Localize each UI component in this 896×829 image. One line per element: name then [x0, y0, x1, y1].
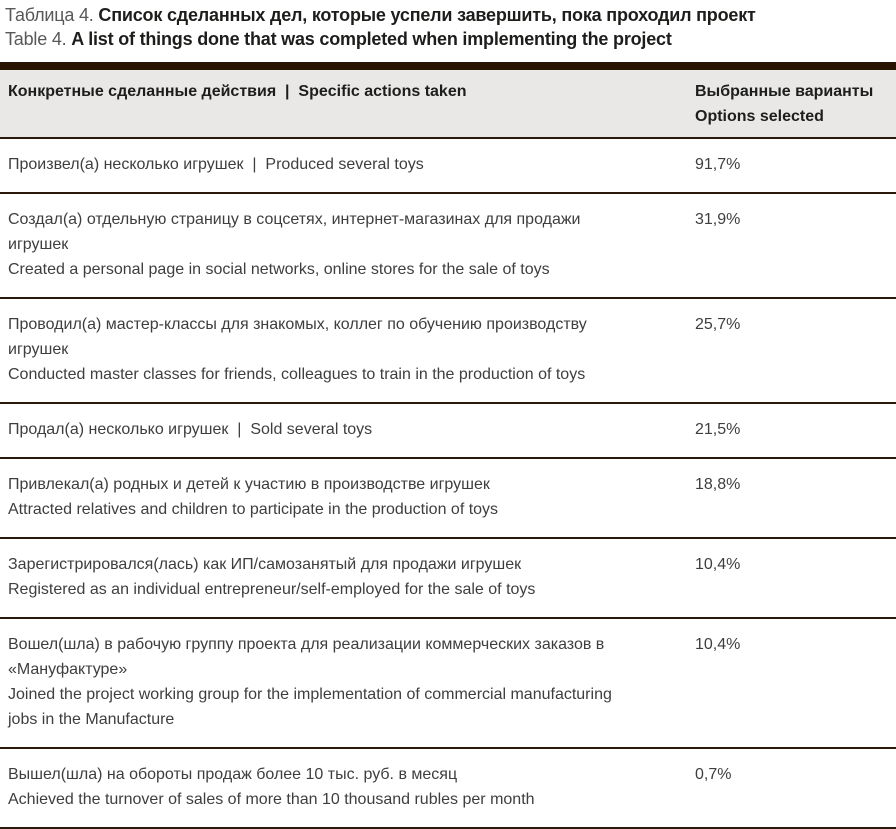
table-row: Проводил(а) мастер-классы для знакомых, … [0, 299, 896, 404]
table-row: Произвел(а) несколько игрушек | Produced… [0, 139, 896, 194]
caption-ru-label: Таблица 4. [5, 5, 94, 25]
table-row: Вошел(шла) в рабочую группу проекта для … [0, 619, 896, 749]
row-value: 10,4% [695, 556, 741, 573]
row-text-line: Привлекал(а) родных и детей к участию в … [8, 476, 490, 493]
row-text-line: Зарегистрировался(лась) как ИП/самозанят… [8, 556, 522, 573]
row-value: 18,8% [695, 476, 741, 493]
row-text-line: Продал(а) несколько игрушек | Sold sever… [8, 421, 373, 438]
table-body: Произвел(а) несколько игрушек | Produced… [0, 139, 896, 829]
row-text-line: Произвел(а) несколько игрушек | Produced… [8, 156, 424, 173]
header-options-ru: Выбранные варианты [695, 83, 874, 100]
row-action-text: Создал(а) отдельную страницу в соцсетях,… [0, 207, 687, 282]
row-text-line: Joined the project working group for the… [8, 686, 612, 728]
row-text-line: Created a personal page in social networ… [8, 261, 550, 278]
row-action-text: Привлекал(а) родных и детей к участию в … [0, 472, 687, 522]
caption-line-ru: Таблица 4. Список сделанных дел, которые… [5, 3, 886, 27]
row-action-text: Вошел(шла) в рабочую группу проекта для … [0, 632, 687, 732]
table-caption: Таблица 4. Список сделанных дел, которые… [0, 0, 896, 51]
row-text-line: Achieved the turnover of sales of more t… [8, 791, 535, 808]
row-value: 25,7% [695, 316, 741, 333]
row-value: 21,5% [695, 421, 741, 438]
caption-ru-text: Список сделанных дел, которые успели зав… [98, 5, 756, 25]
row-value: 31,9% [695, 211, 741, 228]
caption-en-text: A list of things done that was completed… [71, 29, 672, 49]
caption-en-label: Table 4. [5, 29, 67, 49]
row-text-line: Создал(а) отдельную страницу в соцсетях,… [8, 211, 581, 253]
table-row: Привлекал(а) родных и детей к участию в … [0, 459, 896, 539]
row-text-line: Вошел(шла) в рабочую группу проекта для … [8, 636, 605, 678]
row-value: 91,7% [695, 156, 741, 173]
row-action-text: Зарегистрировался(лась) как ИП/самозанят… [0, 552, 687, 602]
row-action-text: Вышел(шла) на обороты продаж более 10 ты… [0, 762, 687, 812]
row-text-line: Registered as an individual entrepreneur… [8, 581, 536, 598]
row-text-line: Attracted relatives and children to part… [8, 501, 499, 518]
caption-line-en: Table 4. A list of things done that was … [5, 27, 886, 51]
row-action-text: Проводил(а) мастер-классы для знакомых, … [0, 312, 687, 387]
table-row: Зарегистрировался(лась) как ИП/самозанят… [0, 539, 896, 619]
table-row: Продал(а) несколько игрушек | Sold sever… [0, 404, 896, 459]
header-actions-column: Конкретные сделанные действия | Specific… [8, 83, 467, 100]
data-table: Конкретные сделанные действия | Specific… [0, 62, 896, 829]
row-value: 0,7% [695, 766, 732, 783]
table-row: Создал(а) отдельную страницу в соцсетях,… [0, 194, 896, 299]
row-action-text: Произвел(а) несколько игрушек | Produced… [0, 152, 687, 177]
header-options-column: Выбранные варианты Options selected [687, 79, 896, 129]
table-header-row: Конкретные сделанные действия | Specific… [0, 70, 896, 139]
row-text-line: Проводил(а) мастер-классы для знакомых, … [8, 316, 587, 358]
table-row: Вышел(шла) на обороты продаж более 10 ты… [0, 749, 896, 829]
row-action-text: Продал(а) несколько игрушек | Sold sever… [0, 417, 687, 442]
row-text-line: Conducted master classes for friends, co… [8, 366, 586, 383]
table-top-rule [0, 62, 896, 70]
row-text-line: Вышел(шла) на обороты продаж более 10 ты… [8, 766, 458, 783]
header-options-en: Options selected [695, 108, 824, 125]
row-value: 10,4% [695, 636, 741, 653]
